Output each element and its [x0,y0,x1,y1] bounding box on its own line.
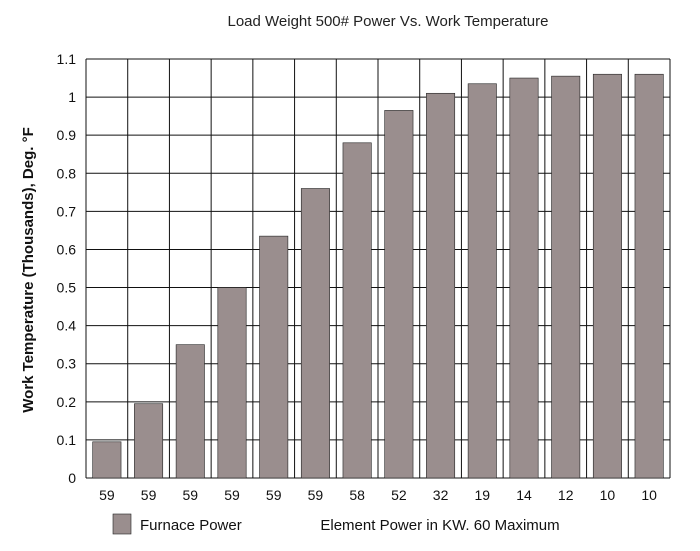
y-axis-label: Work Temperature (Thousands), Deg. °F [20,127,37,412]
x-tick-label: 10 [600,487,616,503]
x-tick-label: 59 [141,487,157,503]
x-tick-label: 59 [224,487,240,503]
x-tick-label: 12 [558,487,574,503]
y-axis-ticks: 0 0.1 0.2 0.3 0.4 0.5 0.6 0.7 0.8 0.9 1 1.1 [57,51,77,486]
x-axis-ticks: 59 59 59 59 59 59 58 52 32 19 14 12 10 10 [99,487,657,503]
x-tick-label: 59 [308,487,324,503]
x-axis-label: Element Power in KW. 60 Maximum [320,517,559,534]
y-tick-label: 1.1 [57,51,77,67]
legend-swatch-furnace-power [112,513,132,535]
bar [300,188,330,479]
x-tick-label: 59 [99,487,115,503]
x-tick-label: 19 [474,487,490,503]
y-tick-label: 0.6 [57,241,77,257]
y-tick-label: 0.4 [57,318,77,334]
grid [85,58,671,479]
legend-label-furnace-power: Furnace Power [140,517,242,534]
x-tick-label: 14 [516,487,532,503]
chart-title: Load Weight 500# Power Vs. Work Temperat… [227,13,548,30]
bars [92,73,664,479]
y-tick-label: 0.5 [57,280,77,296]
bar [134,403,164,479]
bar [175,344,205,479]
y-tick-label: 0.8 [57,165,77,181]
x-tick-label: 52 [391,487,407,503]
bar [551,75,581,479]
bar [259,235,289,479]
x-tick-label: 59 [266,487,282,503]
bar [509,77,539,479]
bar [634,73,664,479]
bar [342,142,372,479]
y-tick-label: 0.1 [57,432,77,448]
x-tick-label: 59 [182,487,198,503]
legend: Furnace Power [112,513,242,535]
bar [217,287,247,479]
y-tick-label: 0.3 [57,356,77,372]
x-tick-label: 32 [433,487,449,503]
y-tick-label: 0.7 [57,203,77,219]
y-tick-label: 0 [68,470,76,486]
bar [92,441,122,479]
bar [467,83,497,479]
bar [384,110,414,479]
y-tick-label: 0.9 [57,127,77,143]
bar [426,92,456,479]
y-tick-label: 0.2 [57,394,77,410]
y-tick-label: 1 [68,89,76,105]
x-tick-label: 10 [641,487,657,503]
x-tick-label: 58 [349,487,365,503]
bar [592,73,622,479]
